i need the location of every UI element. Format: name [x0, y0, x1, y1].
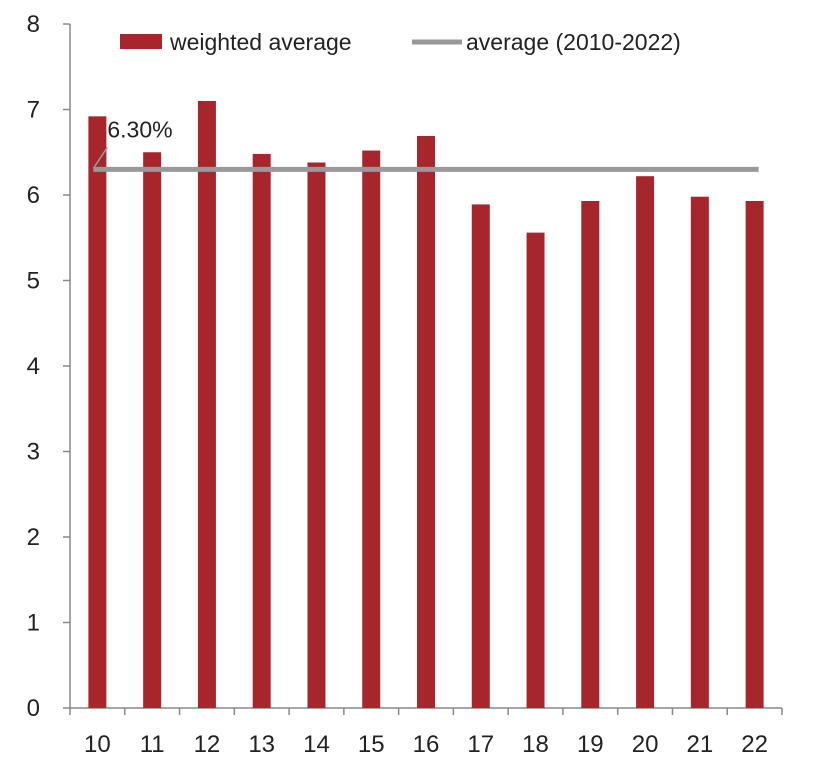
- y-tick-label: 4: [27, 353, 40, 380]
- bar: [197, 100, 216, 708]
- x-tick-label: 14: [303, 731, 330, 758]
- y-tick-label: 3: [27, 439, 40, 466]
- y-tick-label: 5: [27, 268, 40, 295]
- bar: [581, 200, 600, 709]
- y-tick-label: 6: [27, 182, 40, 209]
- bar: [88, 116, 107, 709]
- bar: [417, 136, 435, 708]
- x-tick-label: 16: [413, 731, 440, 758]
- bar: [636, 176, 655, 708]
- x-tick-label: 10: [84, 731, 111, 758]
- x-tick-label: 13: [248, 731, 275, 758]
- bar: [252, 153, 271, 708]
- annotation-leader-line: [92, 146, 109, 169]
- bar-series: [88, 100, 764, 709]
- bar: [307, 162, 326, 708]
- x-tick-label: 20: [632, 731, 659, 758]
- x-tick-label: 18: [522, 731, 549, 758]
- x-tick-label: 12: [194, 731, 221, 758]
- bar: [471, 204, 490, 708]
- y-tick-label: 8: [27, 11, 40, 38]
- average-annotation: 6.30%: [92, 116, 173, 169]
- x-tick-label: 17: [467, 731, 494, 758]
- bar: [143, 152, 162, 708]
- x-tick-label: 22: [741, 731, 768, 758]
- legend-swatch-weighted-average: [120, 34, 162, 49]
- bar: [362, 150, 381, 709]
- y-tick-label: 2: [27, 524, 40, 551]
- y-tick-label: 1: [27, 610, 40, 637]
- annotation-label: 6.30%: [107, 116, 172, 142]
- bar: [745, 200, 764, 709]
- legend-label-weighted-average: weighted average: [169, 29, 352, 55]
- bar: [690, 196, 709, 708]
- legend-label-average: average (2010-2022): [466, 29, 681, 55]
- x-tick-label: 11: [140, 731, 165, 758]
- x-tick-label: 21: [686, 731, 713, 758]
- x-tick-label: 15: [358, 731, 385, 758]
- y-tick-label: 0: [27, 695, 40, 722]
- legend: weighted average average (2010-2022): [120, 29, 681, 55]
- y-tick-label: 7: [27, 97, 40, 124]
- bar: [526, 232, 545, 708]
- x-tick-label: 19: [577, 731, 604, 758]
